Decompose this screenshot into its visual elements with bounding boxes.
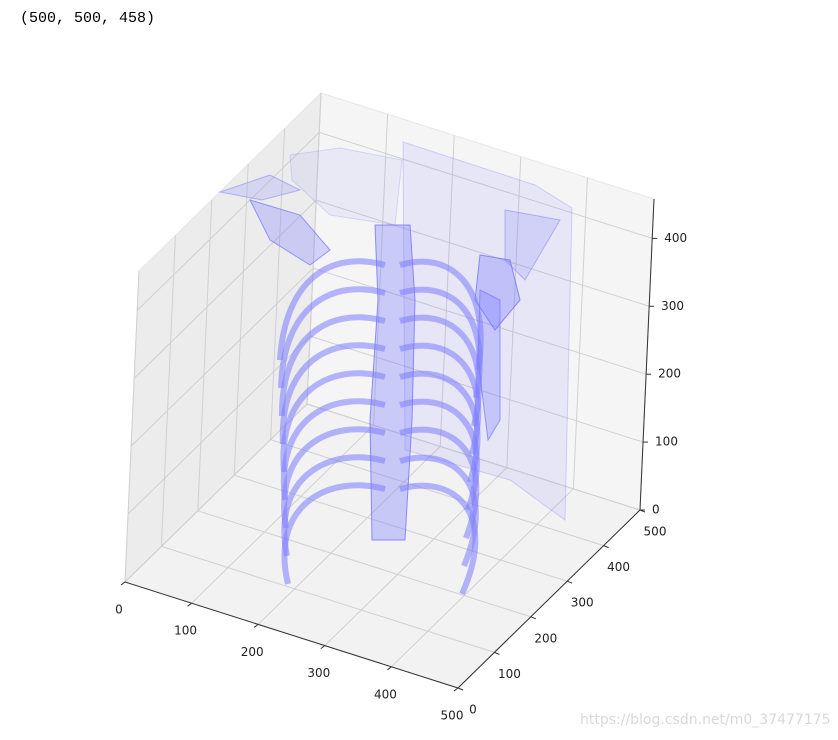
axes: 0 100 200 300 400 500 0 100 200 300 400 500 0 100 200 3… — [115, 198, 687, 723]
y-tick — [494, 651, 500, 655]
grid-line — [124, 270, 140, 583]
y-tick — [530, 616, 536, 620]
grid-line — [233, 164, 249, 476]
grid-line — [136, 132, 320, 311]
grid-line — [506, 156, 522, 468]
x-tick — [320, 645, 326, 649]
grid-line — [133, 199, 317, 379]
z-tick-label: 100 — [655, 435, 678, 449]
mesh — [218, 141, 573, 596]
grid-line — [257, 446, 441, 625]
grid-line — [197, 510, 531, 618]
x-tick-label: 100 — [174, 624, 197, 638]
z-axis — [639, 198, 655, 511]
rib — [281, 426, 386, 529]
grid-line — [127, 335, 311, 515]
z-tick-label: 200 — [658, 367, 681, 381]
rib — [277, 258, 386, 361]
plane — [504, 209, 561, 281]
rib — [281, 454, 386, 557]
cell-output: (500, 500, 458) — [20, 10, 156, 27]
x-tick — [253, 624, 259, 628]
grid-line — [124, 403, 308, 583]
plane — [402, 141, 573, 521]
y-tick-label: 0 — [469, 703, 477, 717]
x-tick-label: 400 — [374, 687, 397, 701]
rib — [280, 370, 386, 473]
y-tick-label: 200 — [534, 631, 557, 645]
grid-line — [130, 267, 314, 447]
y-tick — [603, 545, 609, 549]
x-axis — [124, 581, 459, 689]
y-tick — [567, 580, 573, 584]
grid-line — [439, 135, 455, 447]
watermark: https://blog.csdn.net/m0_37477175 — [580, 712, 831, 728]
grid-line — [160, 235, 176, 547]
z-tick-label: 300 — [661, 299, 684, 313]
rib — [399, 482, 479, 596]
shoulder — [249, 199, 331, 266]
grid-line — [306, 92, 322, 405]
grid-line — [316, 199, 650, 307]
grid-line — [572, 177, 588, 489]
y-tick — [457, 687, 464, 691]
grid-line — [161, 545, 495, 653]
x-tick — [453, 687, 459, 692]
x-tick — [120, 581, 126, 586]
y-tick-label: 500 — [644, 525, 667, 539]
rib — [279, 342, 386, 445]
grid-line — [270, 439, 604, 547]
rib — [281, 482, 386, 585]
x-tick-label: 200 — [241, 645, 264, 659]
z-tick-label: 0 — [652, 503, 660, 517]
grid-line — [319, 131, 653, 239]
rib — [278, 314, 386, 417]
y-tick-label: 100 — [498, 667, 521, 681]
y-axis — [457, 509, 641, 689]
x-tick-label: 300 — [307, 666, 330, 680]
rib — [278, 286, 386, 389]
grid-line — [197, 199, 213, 511]
z-tick-label: 400 — [664, 231, 687, 245]
x-tick — [387, 666, 392, 671]
grid-line — [270, 128, 286, 440]
x-tick-label: 500 — [441, 709, 464, 723]
shoulder — [474, 254, 521, 331]
y-tick-label: 400 — [607, 560, 630, 574]
grid-line — [391, 488, 574, 668]
x-tick — [187, 602, 192, 607]
spine — [369, 224, 416, 541]
plane — [218, 174, 302, 201]
y-tick-label: 300 — [571, 596, 594, 610]
panes — [124, 91, 655, 689]
x-tick-label: 0 — [115, 603, 123, 617]
rib — [280, 398, 386, 501]
